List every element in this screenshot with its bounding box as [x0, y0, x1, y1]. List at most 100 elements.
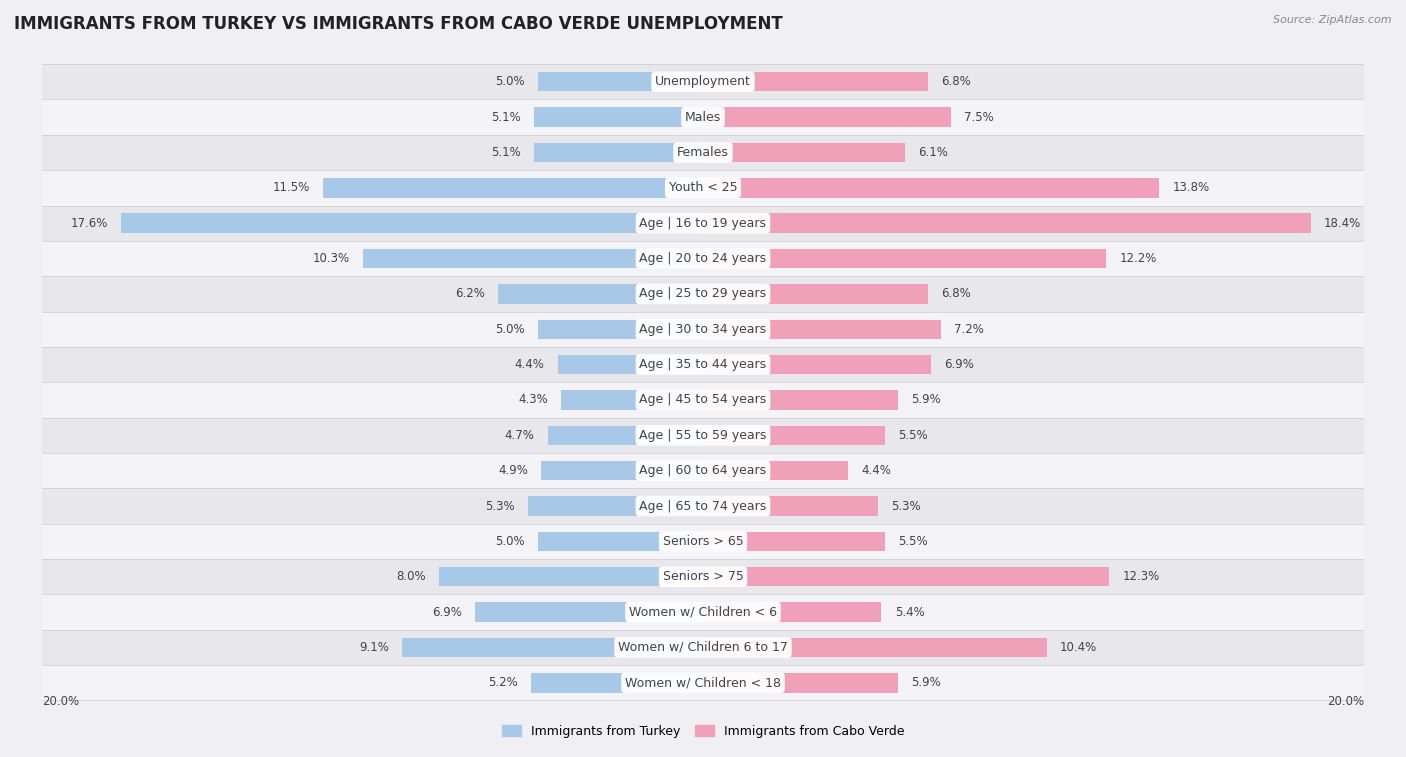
Bar: [703, 107, 950, 127]
Text: 11.5%: 11.5%: [273, 182, 309, 195]
Text: 5.5%: 5.5%: [898, 535, 928, 548]
Bar: [703, 391, 898, 410]
Bar: [42, 205, 1364, 241]
Text: Women w/ Children < 6: Women w/ Children < 6: [628, 606, 778, 618]
Bar: [703, 461, 848, 481]
Bar: [703, 319, 941, 339]
Text: 18.4%: 18.4%: [1324, 217, 1361, 229]
Bar: [42, 488, 1364, 524]
Bar: [537, 531, 703, 551]
Text: 6.2%: 6.2%: [456, 288, 485, 301]
Bar: [534, 107, 703, 127]
Bar: [703, 603, 882, 621]
Bar: [42, 276, 1364, 312]
Text: 5.3%: 5.3%: [891, 500, 921, 512]
Bar: [541, 461, 703, 481]
Bar: [703, 673, 898, 693]
Text: Women w/ Children 6 to 17: Women w/ Children 6 to 17: [619, 641, 787, 654]
Bar: [703, 213, 1310, 233]
Bar: [703, 249, 1107, 268]
Bar: [534, 143, 703, 162]
Text: 5.0%: 5.0%: [495, 75, 524, 89]
Legend: Immigrants from Turkey, Immigrants from Cabo Verde: Immigrants from Turkey, Immigrants from …: [496, 720, 910, 743]
Bar: [548, 425, 703, 445]
Text: Age | 30 to 34 years: Age | 30 to 34 years: [640, 322, 766, 336]
Bar: [703, 497, 879, 516]
Bar: [498, 284, 703, 304]
Bar: [42, 559, 1364, 594]
Text: 4.3%: 4.3%: [517, 394, 548, 407]
Bar: [558, 355, 703, 374]
Text: 6.8%: 6.8%: [941, 288, 970, 301]
Bar: [439, 567, 703, 587]
Text: Seniors > 75: Seniors > 75: [662, 570, 744, 583]
Bar: [531, 673, 703, 693]
Bar: [527, 497, 703, 516]
Bar: [323, 178, 703, 198]
Text: Age | 25 to 29 years: Age | 25 to 29 years: [640, 288, 766, 301]
Bar: [42, 347, 1364, 382]
Text: 5.2%: 5.2%: [488, 676, 517, 690]
Bar: [475, 603, 703, 621]
Bar: [42, 241, 1364, 276]
Bar: [42, 665, 1364, 700]
Bar: [703, 284, 928, 304]
Text: Youth < 25: Youth < 25: [669, 182, 737, 195]
Text: 12.3%: 12.3%: [1122, 570, 1160, 583]
Bar: [561, 391, 703, 410]
Text: Women w/ Children < 18: Women w/ Children < 18: [626, 676, 780, 690]
Text: Source: ZipAtlas.com: Source: ZipAtlas.com: [1274, 15, 1392, 25]
Bar: [42, 312, 1364, 347]
Text: 10.4%: 10.4%: [1060, 641, 1097, 654]
Bar: [537, 72, 703, 92]
Text: 6.1%: 6.1%: [918, 146, 948, 159]
Bar: [363, 249, 703, 268]
Bar: [42, 524, 1364, 559]
Text: Age | 65 to 74 years: Age | 65 to 74 years: [640, 500, 766, 512]
Text: 5.5%: 5.5%: [898, 428, 928, 442]
Text: 6.8%: 6.8%: [941, 75, 970, 89]
Text: 8.0%: 8.0%: [396, 570, 426, 583]
Text: 5.0%: 5.0%: [495, 322, 524, 336]
Bar: [42, 418, 1364, 453]
Bar: [703, 531, 884, 551]
Text: 4.7%: 4.7%: [505, 428, 534, 442]
Bar: [402, 637, 703, 657]
Text: 20.0%: 20.0%: [1327, 695, 1364, 708]
Bar: [42, 382, 1364, 418]
Text: 13.8%: 13.8%: [1173, 182, 1209, 195]
Bar: [42, 630, 1364, 665]
Text: 4.4%: 4.4%: [515, 358, 544, 371]
Text: 5.9%: 5.9%: [911, 676, 941, 690]
Text: 5.1%: 5.1%: [492, 111, 522, 123]
Text: Unemployment: Unemployment: [655, 75, 751, 89]
Text: 7.5%: 7.5%: [965, 111, 994, 123]
Text: 4.9%: 4.9%: [498, 464, 527, 477]
Text: 5.4%: 5.4%: [894, 606, 924, 618]
Text: IMMIGRANTS FROM TURKEY VS IMMIGRANTS FROM CABO VERDE UNEMPLOYMENT: IMMIGRANTS FROM TURKEY VS IMMIGRANTS FRO…: [14, 15, 783, 33]
Bar: [703, 567, 1109, 587]
Text: Age | 35 to 44 years: Age | 35 to 44 years: [640, 358, 766, 371]
Bar: [703, 72, 928, 92]
Text: 20.0%: 20.0%: [42, 695, 79, 708]
Text: 9.1%: 9.1%: [360, 641, 389, 654]
Text: Age | 45 to 54 years: Age | 45 to 54 years: [640, 394, 766, 407]
Text: Females: Females: [678, 146, 728, 159]
Text: 10.3%: 10.3%: [312, 252, 350, 265]
Text: 5.9%: 5.9%: [911, 394, 941, 407]
Bar: [42, 594, 1364, 630]
Text: 5.1%: 5.1%: [492, 146, 522, 159]
Text: 17.6%: 17.6%: [70, 217, 108, 229]
Text: 6.9%: 6.9%: [945, 358, 974, 371]
Bar: [537, 319, 703, 339]
Text: Seniors > 65: Seniors > 65: [662, 535, 744, 548]
Bar: [42, 453, 1364, 488]
Text: Males: Males: [685, 111, 721, 123]
Bar: [42, 99, 1364, 135]
Text: 5.0%: 5.0%: [495, 535, 524, 548]
Bar: [42, 170, 1364, 205]
Bar: [703, 178, 1159, 198]
Bar: [42, 135, 1364, 170]
Text: 4.4%: 4.4%: [862, 464, 891, 477]
Bar: [42, 64, 1364, 99]
